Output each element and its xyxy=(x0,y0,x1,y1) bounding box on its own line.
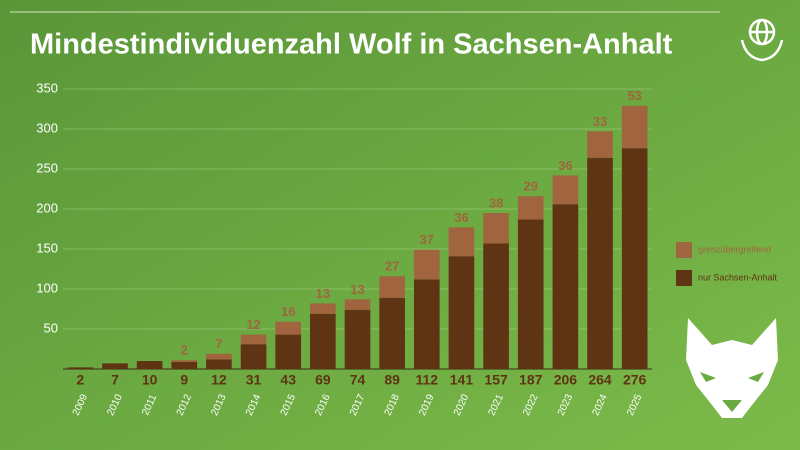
bar-segment xyxy=(171,360,198,362)
top-value-label: 53 xyxy=(627,88,641,103)
bar-segment xyxy=(483,213,509,244)
y-tick-label: 150 xyxy=(36,240,58,255)
top-value-label: 37 xyxy=(420,232,434,247)
bar-segment xyxy=(102,363,128,369)
legend-swatch xyxy=(676,270,692,286)
bar-segment xyxy=(587,157,613,369)
y-tick-label: 350 xyxy=(36,80,58,95)
bar-segment xyxy=(621,105,648,149)
top-value-label: 13 xyxy=(316,286,330,301)
bottom-value-label: 276 xyxy=(623,372,647,388)
bar-segment xyxy=(483,243,509,369)
bar-segment xyxy=(552,175,579,205)
y-tick-label: 100 xyxy=(36,280,58,295)
bar-segment xyxy=(206,359,232,369)
bottom-value-label: 264 xyxy=(588,372,612,388)
bar-segment xyxy=(310,303,336,314)
bottom-value-label: 12 xyxy=(211,372,227,388)
bottom-value-label: 74 xyxy=(350,372,366,388)
bar-segment xyxy=(413,279,440,369)
legend-label: grenzübergreifend xyxy=(698,244,771,254)
legend-label: nur Sachsen-Anhalt xyxy=(698,272,778,282)
bar-segment xyxy=(240,344,267,369)
top-value-label: 16 xyxy=(281,304,295,319)
top-value-label: 12 xyxy=(246,317,260,332)
bar-segment xyxy=(240,334,267,345)
top-value-label: 36 xyxy=(454,210,468,225)
bottom-value-label: 157 xyxy=(484,372,508,388)
bottom-value-label: 69 xyxy=(315,372,331,388)
bottom-value-label: 43 xyxy=(280,372,296,388)
bar-segment xyxy=(344,299,371,310)
bar-segment xyxy=(448,227,475,257)
bar-segment xyxy=(517,219,544,369)
top-value-label: 33 xyxy=(593,114,607,129)
bar-segment xyxy=(552,204,579,369)
bar-segment xyxy=(621,148,648,369)
bar-segment xyxy=(67,367,94,369)
y-tick-label: 50 xyxy=(44,320,58,335)
bottom-value-label: 112 xyxy=(415,372,438,388)
bar-segment xyxy=(587,131,613,158)
bar-segment xyxy=(275,321,302,335)
bottom-value-label: 2 xyxy=(76,372,84,388)
bar-segment xyxy=(310,313,336,369)
globe-logo xyxy=(740,18,784,62)
wolf-eyes xyxy=(700,372,764,412)
bar-segment xyxy=(344,309,371,369)
top-value-label: 13 xyxy=(350,282,364,297)
bottom-value-label: 89 xyxy=(384,372,400,388)
bottom-value-label: 7 xyxy=(111,372,119,388)
bottom-value-label: 10 xyxy=(142,372,158,388)
y-tick-label: 300 xyxy=(36,120,58,135)
bottom-value-label: 187 xyxy=(519,372,543,388)
top-value-label: 27 xyxy=(385,259,399,274)
y-tick-label: 250 xyxy=(36,160,58,175)
bar-segment xyxy=(136,361,163,369)
bar-segment xyxy=(379,276,405,298)
legend-swatch xyxy=(676,242,692,258)
chart-title: Mindestindividuenzahl Wolf in Sachsen-An… xyxy=(30,29,673,61)
bottom-value-label: 141 xyxy=(450,372,474,388)
bar-segment xyxy=(275,334,302,369)
bottom-value-label: 9 xyxy=(180,372,188,388)
top-value-label: 7 xyxy=(215,336,222,351)
bar-segment xyxy=(171,361,198,369)
top-value-label: 36 xyxy=(558,158,572,173)
bar-segment xyxy=(379,297,405,369)
top-value-label: 38 xyxy=(489,195,503,210)
bar-segment xyxy=(413,249,440,280)
top-value-label: 2 xyxy=(181,343,188,358)
bar-segment xyxy=(517,196,544,220)
bottom-value-label: 206 xyxy=(554,372,578,388)
top-value-label: 29 xyxy=(524,179,538,194)
bottom-value-label: 31 xyxy=(246,372,262,388)
y-tick-label: 200 xyxy=(36,200,58,215)
wolf-logo xyxy=(686,318,778,418)
bar-segment xyxy=(206,353,232,360)
bar-segment xyxy=(448,256,475,369)
